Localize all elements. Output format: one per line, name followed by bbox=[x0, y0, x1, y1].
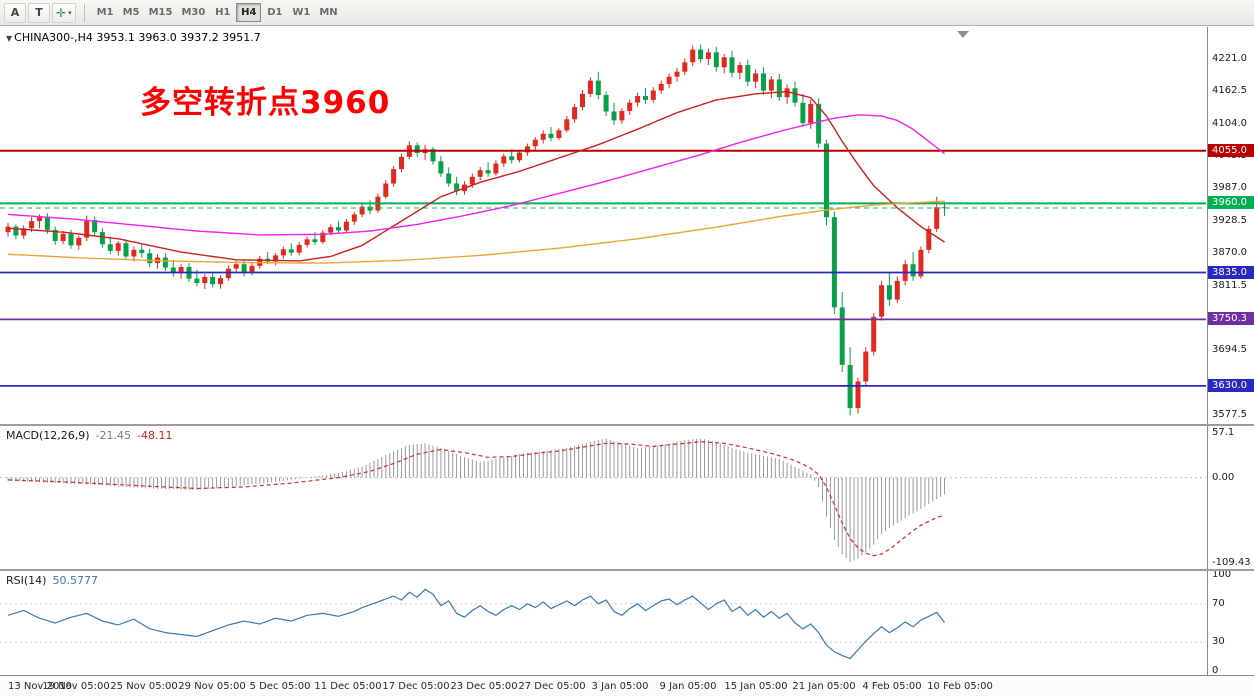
level-price-tag: 3835.0 bbox=[1208, 265, 1254, 279]
timeframe-button-mn[interactable]: MN bbox=[315, 3, 341, 22]
price-chart-canvas[interactable] bbox=[0, 27, 1206, 424]
time-axis-label: 10 Feb 05:00 bbox=[927, 681, 993, 692]
drawing-tool-button[interactable]: ✛ ▾ bbox=[52, 2, 76, 23]
rsi-canvas[interactable] bbox=[0, 571, 1206, 675]
timeframe-button-d1[interactable]: D1 bbox=[262, 3, 287, 22]
price-axis-label: 3694.5 bbox=[1212, 344, 1247, 356]
toolbar-separator bbox=[83, 3, 85, 22]
time-axis-label: 3 Jan 05:00 bbox=[591, 681, 649, 692]
price-axis-label: 3928.5 bbox=[1212, 214, 1247, 226]
time-axis-label: 21 Jan 05:00 bbox=[792, 681, 856, 692]
panel-divider[interactable] bbox=[0, 569, 1254, 571]
level-price-tag: 3630.0 bbox=[1208, 378, 1254, 392]
macd-name: MACD(12,26,9) bbox=[6, 429, 90, 442]
price-axis-label: 3811.5 bbox=[1212, 279, 1247, 291]
rsi-line bbox=[7, 588, 945, 660]
macd-axis-label: 57.1 bbox=[1212, 427, 1235, 439]
price-axis-label: 4162.5 bbox=[1212, 85, 1247, 97]
time-axis-label: 9 Jan 05:00 bbox=[659, 681, 717, 692]
time-axis-label: 25 Nov 05:00 bbox=[110, 681, 178, 692]
timeframe-button-m1[interactable]: M1 bbox=[93, 3, 118, 22]
time-axis-label: 17 Dec 05:00 bbox=[382, 681, 450, 692]
macd-panel: MACD(12,26,9) -21.45 -48.11 bbox=[0, 426, 1206, 569]
macd-canvas[interactable] bbox=[0, 426, 1206, 569]
rsi-axis-label: 0 bbox=[1212, 664, 1219, 676]
rsi-axis-label: 100 bbox=[1212, 569, 1232, 581]
price-axis: 4221.04162.54104.04045.53987.03928.53870… bbox=[1207, 27, 1254, 676]
text-tool-button[interactable]: T bbox=[28, 2, 50, 23]
moving-average-red bbox=[7, 90, 945, 262]
level-price-tag: 4055.0 bbox=[1208, 143, 1254, 157]
time-axis-label: 13 Nov 2019 bbox=[8, 681, 73, 692]
time-axis-label: 15 Jan 05:00 bbox=[724, 681, 788, 692]
macd-main-value: -21.45 bbox=[95, 429, 132, 442]
symbol-dropdown-icon[interactable]: ▼ bbox=[6, 34, 13, 43]
macd-indicator-label: MACD(12,26,9) -21.45 -48.11 bbox=[6, 429, 172, 442]
macd-signal-value: -48.11 bbox=[137, 429, 173, 442]
macd-axis-label: 0.00 bbox=[1212, 471, 1235, 483]
time-axis-label: 23 Dec 05:00 bbox=[450, 681, 518, 692]
symbol-header: ▼ CHINA300-,H4 3953.1 3963.0 3937.2 3951.… bbox=[6, 31, 261, 44]
panel-divider[interactable] bbox=[0, 424, 1254, 426]
timeframe-button-w1[interactable]: W1 bbox=[288, 3, 314, 22]
timeframe-group: M1 M5 M15 M30 H1 H4 D1 W1 MN bbox=[93, 3, 342, 22]
time-axis-label: 5 Dec 05:00 bbox=[249, 681, 311, 692]
macd-signal-line bbox=[7, 441, 945, 557]
price-axis-label: 3987.0 bbox=[1212, 182, 1247, 194]
annotations-button[interactable]: A bbox=[4, 2, 26, 23]
time-axis-label: 29 Nov 05:00 bbox=[178, 681, 246, 692]
time-axis: 13 Nov 2019 19 Nov 05:00 25 Nov 05:00 29 No… bbox=[0, 675, 1254, 696]
timeframe-button-m5[interactable]: M5 bbox=[119, 3, 144, 22]
price-chart-panel: ▼ CHINA300-,H4 3953.1 3963.0 3937.2 3951.… bbox=[0, 27, 1206, 424]
macd-axis-label: -109.43 bbox=[1212, 557, 1251, 568]
rsi-name: RSI(14) bbox=[6, 574, 47, 587]
symbol-ohlc-text: CHINA300-,H4 3953.1 3963.0 3937.2 3951.7 bbox=[14, 31, 261, 44]
chart-annotation-text: 多空转折点3960 bbox=[140, 85, 391, 121]
moving-average-orange bbox=[7, 200, 945, 264]
price-axis-label: 3577.5 bbox=[1212, 408, 1247, 420]
time-axis-label: 19 Nov 05:00 bbox=[42, 681, 110, 692]
rsi-indicator-label: RSI(14) 50.5777 bbox=[6, 574, 98, 587]
time-axis-label: 11 Dec 05:00 bbox=[314, 681, 382, 692]
chart-area: ▼ CHINA300-,H4 3953.1 3963.0 3937.2 3951.… bbox=[0, 27, 1254, 696]
rsi-value: 50.5777 bbox=[52, 574, 98, 587]
time-axis-label: 27 Dec 05:00 bbox=[518, 681, 586, 692]
level-price-tag: 3960.0 bbox=[1208, 196, 1254, 210]
rsi-axis-label: 30 bbox=[1212, 636, 1225, 648]
moving-average-magenta bbox=[7, 114, 945, 236]
macd-histogram bbox=[7, 438, 945, 562]
price-axis-label: 4104.0 bbox=[1212, 117, 1247, 129]
rsi-panel: RSI(14) 50.5777 bbox=[0, 571, 1206, 675]
candlestick-series bbox=[5, 44, 947, 416]
rsi-axis-label: 70 bbox=[1212, 597, 1225, 609]
chevron-down-icon: ▾ bbox=[68, 8, 72, 17]
timeframe-button-h4[interactable]: H4 bbox=[236, 3, 262, 22]
timeframe-button-h1[interactable]: H1 bbox=[210, 3, 235, 22]
timeframe-button-m30[interactable]: M30 bbox=[177, 3, 209, 22]
timeframe-button-m15[interactable]: M15 bbox=[145, 3, 177, 22]
price-axis-label: 3870.0 bbox=[1212, 247, 1247, 259]
level-price-tag: 3750.3 bbox=[1208, 312, 1254, 326]
time-axis-label: 4 Feb 05:00 bbox=[862, 681, 922, 692]
scroll-to-end-marker bbox=[957, 31, 969, 38]
crosshair-icon: ✛ bbox=[56, 5, 67, 20]
toolbar: A T ✛ ▾ M1 M5 M15 M30 H1 H4 D1 W1 MN bbox=[0, 0, 1254, 26]
price-axis-label: 4221.0 bbox=[1212, 52, 1247, 64]
